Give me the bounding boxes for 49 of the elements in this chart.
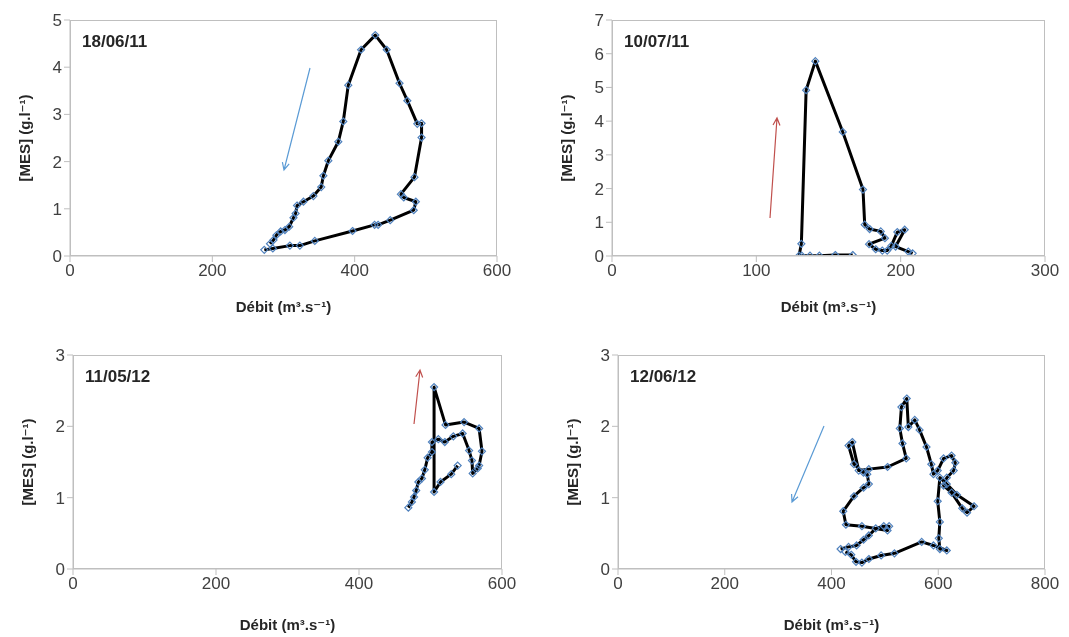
x-tick-label: 400 [817,574,846,594]
y-tick-label: 2 [52,152,62,172]
x-axis-title: Débit (m³.s⁻¹) [235,298,332,315]
y-tick-label: 6 [594,44,604,64]
y-tick-label: 3 [594,145,604,165]
y-tick-label: 1 [594,213,604,233]
y-tick-label: 5 [52,11,62,31]
y-tick-label: 4 [594,112,604,132]
y-tick-label: 5 [594,78,604,98]
x-tick-label: 600 [924,574,953,594]
x-tick-label: 0 [613,574,623,594]
x-axis-title: Débit (m³.s⁻¹) [780,298,877,315]
x-axis-title: Débit (m³.s⁻¹) [783,616,880,633]
x-tick-label: 800 [1030,574,1060,594]
x-tick-label: 600 [482,261,512,281]
y-tick-label: 0 [600,560,610,580]
y-tick-label: 7 [594,11,604,31]
y-axis-title: [MES] (g.l⁻¹) [558,94,576,182]
y-tick-label: 3 [55,346,65,366]
y-tick-label: 0 [55,560,65,580]
x-tick-label: 100 [742,261,771,281]
y-axis-title: [MES] (g.l⁻¹) [16,94,34,182]
text: 10/07/11 [624,32,690,52]
x-axis-title: Débit (m³.s⁻¹) [239,616,336,633]
x-tick-label: 0 [68,574,78,594]
y-axis-title: [MES] (g.l⁻¹) [564,418,582,506]
y-tick-label: 2 [594,179,604,199]
y-tick-label: 2 [600,417,610,437]
x-tick-label: 200 [201,574,231,594]
text: 12/06/12 [630,367,697,387]
x-tick-label: 300 [1030,261,1060,281]
y-tick-label: 0 [52,247,62,267]
x-tick-label: 200 [886,261,915,281]
y-tick-label: 2 [55,417,65,437]
y-tick-label: 4 [52,58,62,78]
y-tick-label: 1 [600,488,610,508]
y-tick-label: 0 [594,247,604,267]
y-tick-label: 3 [600,346,610,366]
y-tick-label: 1 [55,488,65,508]
x-tick-label: 200 [710,574,739,594]
y-tick-label: 1 [52,199,62,219]
y-tick-label: 3 [52,105,62,125]
text: 18/06/11 [82,32,148,52]
x-tick-label: 600 [487,574,517,594]
x-tick-label: 400 [340,261,369,281]
y-axis-title: [MES] (g.l⁻¹) [19,418,37,506]
x-tick-label: 400 [344,574,374,594]
x-tick-label: 200 [198,261,227,281]
text: 11/05/12 [85,367,151,387]
